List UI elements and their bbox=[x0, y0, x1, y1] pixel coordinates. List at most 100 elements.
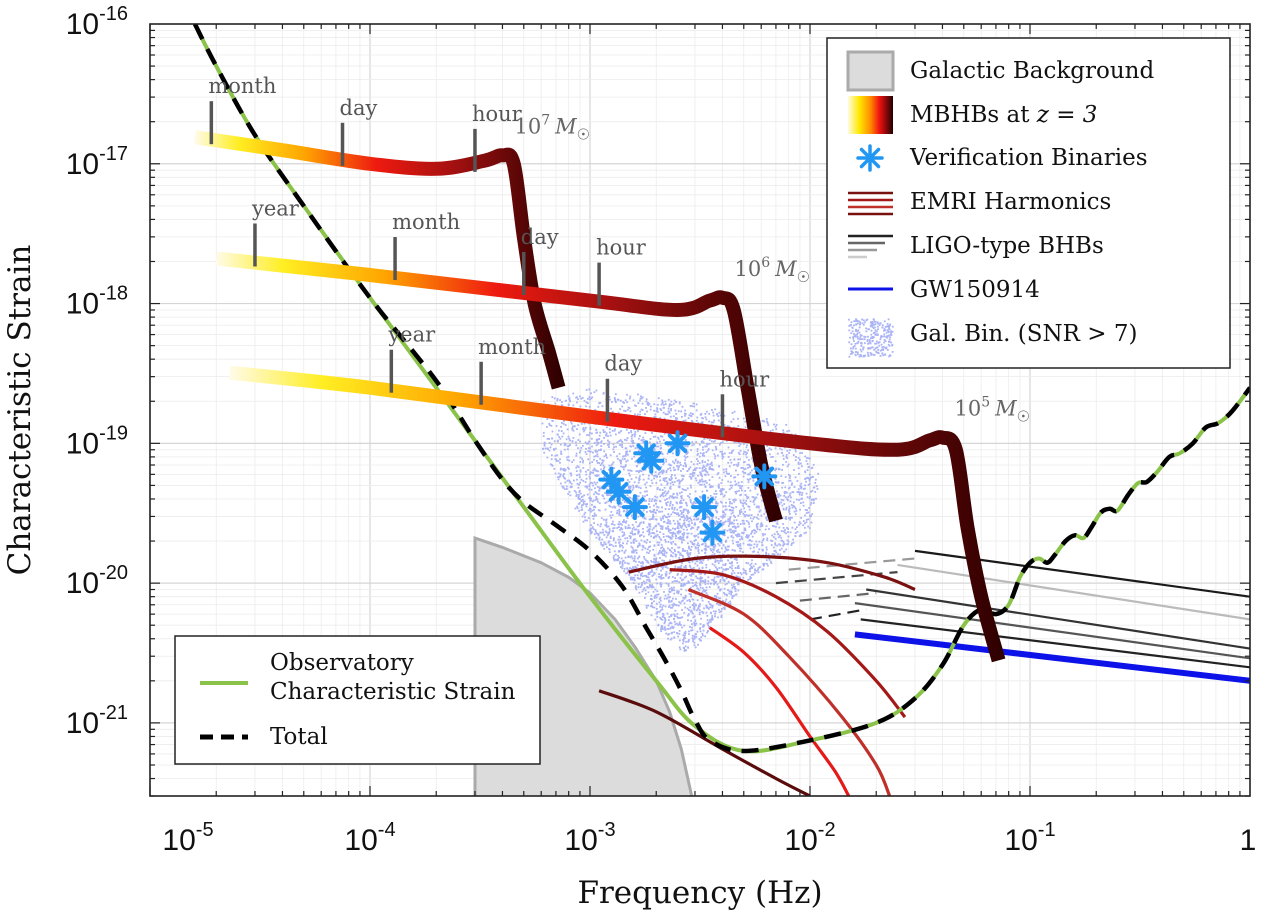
galactic-binary-point bbox=[561, 435, 564, 438]
galactic-binary-point bbox=[659, 440, 661, 443]
galactic-binary-point bbox=[733, 458, 736, 461]
galactic-binary-point bbox=[744, 510, 746, 513]
galactic-binary-point bbox=[749, 489, 752, 492]
galactic-binary-point bbox=[627, 570, 629, 573]
galactic-binary-point bbox=[731, 502, 733, 505]
galactic-binary-point bbox=[653, 606, 656, 609]
galactic-binary-point bbox=[673, 512, 676, 514]
galactic-binary-point bbox=[575, 454, 578, 457]
galactic-binary-point bbox=[666, 483, 669, 486]
galactic-binary-point bbox=[613, 397, 616, 399]
galactic-binary-point bbox=[666, 516, 668, 519]
galactic-binary-point bbox=[611, 506, 614, 509]
legend-galbin-dot bbox=[848, 329, 851, 332]
galactic-binary-point bbox=[642, 509, 645, 512]
galactic-binary-point bbox=[645, 407, 647, 409]
galactic-binary-point bbox=[719, 450, 722, 453]
galactic-binary-point bbox=[692, 469, 695, 471]
legend-galbin-dot bbox=[862, 348, 864, 351]
verification-binary-marker bbox=[664, 430, 691, 457]
galactic-binary-point bbox=[661, 472, 664, 475]
galactic-binary-point bbox=[725, 470, 728, 473]
galactic-binary-point bbox=[585, 426, 587, 429]
galactic-binary-point bbox=[606, 546, 608, 549]
galactic-binary-point bbox=[725, 468, 728, 470]
legend-mbhb-swatch bbox=[848, 96, 893, 134]
galactic-binary-point bbox=[609, 514, 612, 517]
galactic-binary-point bbox=[677, 635, 680, 638]
galactic-binary-point bbox=[714, 543, 716, 546]
galactic-binary-point bbox=[699, 579, 702, 582]
galactic-binary-point bbox=[686, 518, 689, 520]
galactic-binary-point bbox=[614, 398, 616, 401]
galactic-binary-point bbox=[671, 535, 674, 538]
galactic-binary-point bbox=[663, 432, 666, 435]
galactic-binary-point bbox=[668, 606, 670, 608]
galactic-binary-point bbox=[732, 418, 735, 421]
galactic-binary-point bbox=[691, 626, 693, 629]
galactic-binary-point bbox=[575, 466, 578, 469]
galactic-binary-point bbox=[699, 472, 702, 475]
galactic-binary-point bbox=[620, 557, 623, 560]
galactic-binary-point bbox=[633, 578, 636, 581]
galactic-binary-point bbox=[805, 512, 808, 514]
ligo-bhb-line bbox=[788, 557, 916, 571]
galactic-binary-point bbox=[554, 454, 557, 457]
galactic-binary-point bbox=[719, 589, 721, 592]
galactic-binary-point bbox=[689, 405, 692, 407]
galactic-binary-point bbox=[706, 594, 709, 597]
galactic-binary-point bbox=[678, 546, 681, 549]
galactic-binary-point bbox=[791, 526, 794, 529]
galactic-binary-point bbox=[677, 523, 680, 526]
galactic-binary-point bbox=[548, 424, 551, 426]
galactic-binary-point bbox=[603, 534, 606, 536]
legend-galbin-dot bbox=[853, 345, 856, 347]
galactic-binary-point bbox=[631, 528, 634, 530]
galactic-binary-point bbox=[763, 420, 766, 423]
galactic-binary-point bbox=[733, 583, 735, 586]
galactic-binary-point bbox=[654, 416, 657, 419]
galactic-binary-point bbox=[593, 493, 595, 496]
galactic-binary-point bbox=[588, 396, 591, 398]
galactic-binary-point bbox=[683, 533, 685, 536]
galactic-binary-point bbox=[590, 488, 593, 491]
galactic-binary-point bbox=[782, 530, 785, 533]
galactic-binary-point bbox=[575, 444, 578, 447]
legend-galbin-dot bbox=[887, 330, 890, 333]
galactic-binary-point bbox=[691, 629, 694, 632]
galactic-binary-point bbox=[784, 529, 786, 531]
galactic-binary-point bbox=[664, 400, 667, 403]
galactic-binary-point bbox=[802, 524, 804, 527]
galactic-binary-point bbox=[723, 580, 726, 582]
galactic-binary-point bbox=[576, 474, 578, 477]
galactic-binary-point bbox=[606, 488, 609, 491]
galactic-binary-point bbox=[621, 441, 624, 443]
galactic-binary-point bbox=[714, 538, 717, 540]
galactic-binary-point bbox=[659, 408, 662, 410]
galactic-binary-point bbox=[662, 554, 664, 556]
galactic-binary-point bbox=[566, 428, 569, 431]
galactic-binary-point bbox=[782, 527, 785, 529]
galactic-binary-point bbox=[671, 576, 674, 578]
galactic-binary-point bbox=[767, 424, 770, 426]
galactic-binary-point bbox=[798, 493, 801, 496]
galactic-binary-point bbox=[642, 521, 645, 523]
legend-emri-swatch bbox=[848, 191, 893, 216]
galactic-binary-point bbox=[754, 568, 756, 571]
galactic-binary-point bbox=[652, 516, 654, 519]
galactic-binary-point bbox=[780, 530, 783, 532]
galactic-binary-point bbox=[700, 560, 703, 563]
galactic-binary-point bbox=[650, 405, 652, 408]
legend-main-box bbox=[826, 37, 1231, 369]
galactic-binary-point bbox=[677, 466, 680, 469]
legend-galbin-dot bbox=[879, 338, 882, 341]
galactic-binary-point bbox=[712, 468, 715, 471]
galactic-binary-point bbox=[656, 407, 659, 409]
galactic-binary-point bbox=[568, 437, 571, 440]
galactic-binary-point bbox=[696, 544, 699, 546]
galactic-binary-point bbox=[663, 521, 665, 523]
galactic-binary-point bbox=[594, 483, 597, 486]
galactic-binary-point bbox=[805, 521, 808, 524]
galactic-binary-point bbox=[776, 523, 779, 525]
galactic-binary-point bbox=[583, 500, 586, 503]
